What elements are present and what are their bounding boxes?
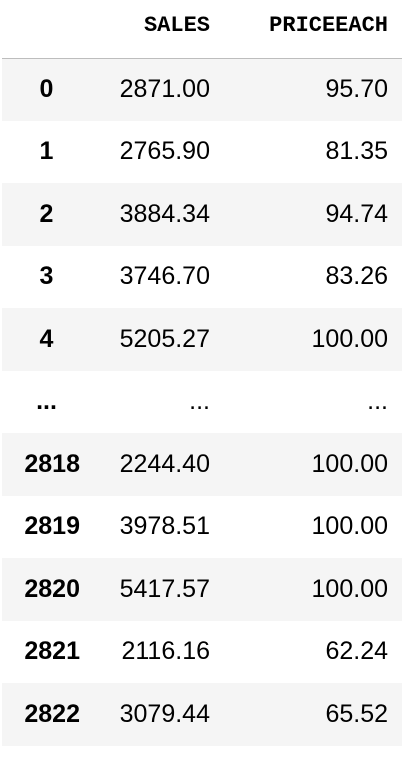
row-index: 2820 [24,574,80,603]
table-row: 2818 2244.40 100.00 [2,433,402,496]
cell-priceeach-ellipsis: ... [367,387,388,416]
table-row: 3 3746.70 83.26 [2,245,402,308]
table-header-row: SALES PRICEEACH [2,0,402,59]
column-header-priceeach: PRICEEACH [210,0,402,59]
table-row: 2819 3978.51 100.00 [2,495,402,558]
table-row: 0 2871.00 95.70 [2,58,402,121]
table-row: 2822 3079.44 65.52 [2,683,402,746]
table-row: 2 3884.34 94.74 [2,183,402,246]
cell-sales: 5205.27 [119,324,210,353]
index-header [2,0,90,59]
table-row: 4 5205.27 100.00 [2,308,402,371]
table-row-ellipsis: ... ... ... [2,370,402,433]
cell-priceeach: 83.26 [325,262,388,291]
table-row: 1 2765.90 81.35 [2,120,402,183]
cell-priceeach: 94.74 [325,199,388,228]
cell-priceeach: 65.52 [325,699,388,728]
column-header-sales: SALES [90,0,210,59]
cell-sales: 2871.00 [119,75,210,103]
cell-sales: 3884.34 [119,199,210,228]
cell-sales: 2244.40 [119,449,210,478]
row-index-ellipsis: ... [36,387,57,416]
cell-sales: 2765.90 [119,137,210,166]
cell-priceeach: 100.00 [311,324,388,353]
cell-sales: 2116.16 [121,637,210,666]
cell-sales: 3079.44 [119,699,210,728]
row-index: 2822 [24,699,80,728]
row-index: 2819 [24,512,80,541]
row-index: 4 [39,324,54,353]
cell-sales: 5417.57 [119,574,210,603]
cell-sales: 3746.70 [119,262,210,291]
row-index: 2821 [24,637,80,666]
cell-priceeach: 100.00 [311,512,388,541]
row-index: 3 [39,262,54,291]
dataframe-table: SALES PRICEEACH 0 2871.00 95.70 1 2765.9… [2,0,402,746]
table-row: 2820 5417.57 100.00 [2,558,402,621]
row-index: 2 [39,199,54,228]
cell-sales: 3978.51 [119,512,210,541]
row-index: 0 [39,75,54,103]
cell-sales-ellipsis: ... [189,387,210,416]
cell-priceeach: 100.00 [311,574,388,603]
cell-priceeach: 62.24 [325,637,388,666]
cell-priceeach: 100.00 [311,449,388,478]
row-index: 1 [39,137,54,166]
row-index: 2818 [24,449,80,478]
table-row: 2821 2116.16 62.24 [2,620,402,683]
cell-priceeach: 95.70 [325,75,388,103]
cell-priceeach: 81.35 [325,137,388,166]
